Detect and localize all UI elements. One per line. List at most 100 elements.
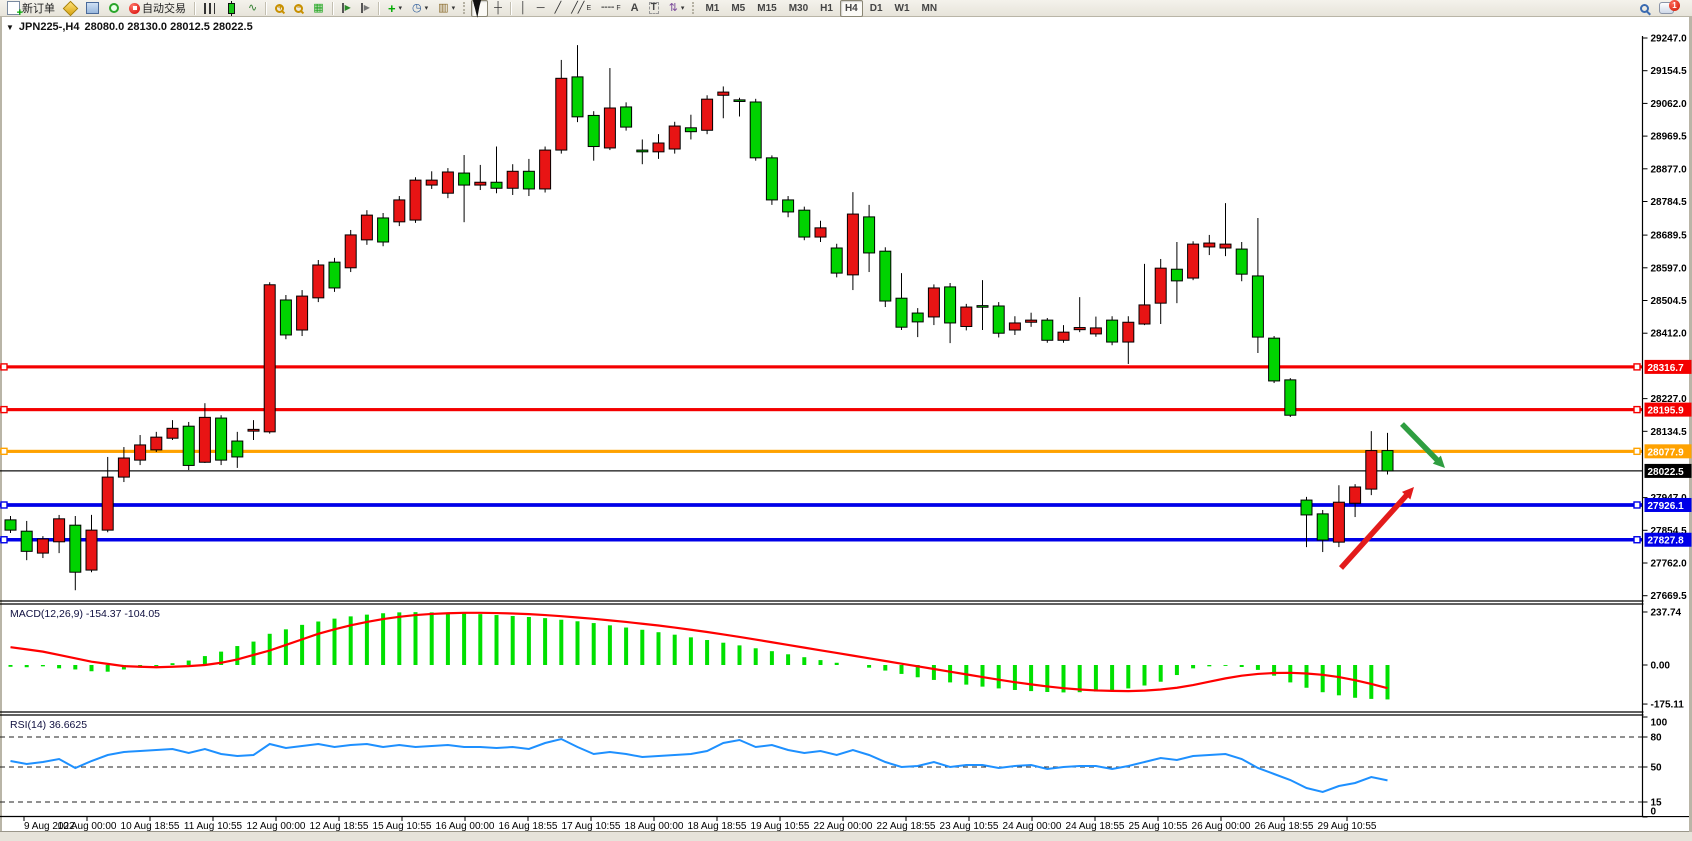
trendline-icon: ╱ — [554, 1, 562, 14]
vline-tool-button[interactable]: │ — [516, 0, 531, 17]
timeframe-m15-button[interactable]: M15 — [757, 2, 777, 14]
price-axis[interactable]: 29247.0 29154.5 29062.0 28969.5 28877.0 28784… — [1641, 34, 1692, 818]
rsi-line — [10, 737, 1388, 794]
line-anchor[interactable] — [1633, 501, 1641, 509]
new-order-button[interactable]: 新订单 — [3, 0, 59, 19]
line-anchor[interactable] — [1633, 405, 1641, 414]
time-tick-label: 12 Aug 00:00 — [247, 821, 306, 832]
zoom-in-icon: + — [275, 2, 285, 13]
time-tick-label: 19 Aug 10:55 — [751, 821, 810, 832]
price-tick-label: 28877.0 — [1651, 164, 1688, 175]
time-tick-label: 23 Aug 10:55 — [940, 821, 999, 832]
notifications-button[interactable]: 1 — [1655, 0, 1686, 17]
arrow-head — [1432, 455, 1445, 468]
price-chip-label: 27926.1 — [1648, 501, 1685, 512]
timeframe-m30-button[interactable]: M30 — [788, 2, 809, 14]
candle-body — [360, 214, 373, 241]
candle-body — [1057, 331, 1070, 341]
price-chip-28022.5 — [1644, 463, 1692, 478]
search-button[interactable] — [1636, 0, 1653, 17]
timeframe-h1-button[interactable]: H1 — [820, 2, 833, 14]
signal-icon — [109, 3, 119, 13]
candle-body — [1349, 486, 1362, 504]
bar-chart-mode-button[interactable] — [200, 0, 219, 17]
candle-body — [717, 91, 730, 96]
candle-body — [1203, 242, 1216, 248]
candle-body — [782, 199, 795, 213]
add-indicator-button[interactable]: + ▾ — [384, 0, 406, 17]
price-tick-label: 28227.0 — [1651, 394, 1688, 405]
timeframe-m1-button[interactable]: M1 — [705, 2, 720, 14]
text-label-tool-button[interactable]: T — [645, 0, 663, 17]
arrows-tool-button[interactable]: ⇅ ▾ — [665, 0, 689, 17]
annotation-arrow-1[interactable] — [1400, 422, 1445, 468]
template-button[interactable]: ▥ ▾ — [434, 0, 459, 17]
annotation-arrow-2[interactable] — [1338, 487, 1414, 570]
chart-dropdown-icon[interactable]: ▼ — [6, 22, 14, 32]
channel-tool-button[interactable]: ╱╱ E — [571, 1, 592, 14]
candle-body — [344, 234, 357, 269]
candle-chart-mode-button[interactable] — [221, 0, 242, 17]
signal-button[interactable] — [105, 0, 123, 17]
chart-shift-button[interactable]: ▶ — [357, 0, 374, 17]
horizontal-line-icon: ─ — [536, 1, 545, 14]
timeframe-mn-button[interactable]: MN — [921, 2, 938, 14]
time-tick-label: 22 Aug 00:00 — [814, 821, 873, 832]
time-tick-label: 25 Aug 10:55 — [1129, 821, 1188, 832]
cursor-tool-button[interactable] — [471, 0, 489, 18]
candle-body — [1365, 450, 1378, 490]
tile-windows-button[interactable]: ▦ — [309, 0, 327, 17]
line-anchor[interactable] — [0, 405, 8, 414]
hline-tool-button[interactable]: ─ — [533, 0, 549, 17]
line-anchor[interactable] — [1633, 447, 1641, 456]
candle-body — [863, 216, 876, 254]
candle-body — [668, 125, 681, 150]
trendline-tool-button[interactable]: ╱ — [551, 0, 566, 17]
auto-trading-button[interactable]: 自动交易 — [125, 0, 190, 17]
timeframe-toolbar: M1 M5 M15 M30 H1 H4 D1 W1 MN — [699, 0, 943, 17]
chevron-down-icon: ▾ — [398, 5, 403, 12]
candle-body — [1187, 243, 1200, 279]
line-anchor[interactable] — [0, 536, 8, 544]
gold-button[interactable] — [61, 0, 80, 17]
timeframe-d1-button[interactable]: D1 — [869, 2, 883, 14]
crosshair-tool-button[interactable]: ┼ — [490, 0, 506, 17]
window-frame-right — [1689, 17, 1692, 841]
candle-body — [1073, 327, 1086, 331]
macd-panel[interactable]: MACD(12,26,9) -154.37 -104.05 — [8, 608, 1390, 700]
candle-body — [69, 524, 82, 573]
timeframe-w1-button[interactable]: W1 — [894, 2, 910, 14]
zoom-out-button[interactable]: − — [290, 0, 307, 17]
auto-scroll-button[interactable]: ▶ — [338, 0, 355, 17]
price-chip-label: 28195.9 — [1648, 406, 1685, 417]
line-anchor[interactable] — [0, 447, 8, 456]
market-watch-button[interactable] — [82, 0, 103, 17]
candle-body — [603, 107, 616, 149]
auto-trading-label: 自动交易 — [142, 3, 186, 15]
timeframe-h4-button[interactable]: H4 — [839, 0, 863, 17]
candle-body — [231, 440, 244, 458]
period-button[interactable]: ◷ ▾ — [408, 0, 432, 17]
line-anchor[interactable] — [1633, 363, 1641, 371]
arrow-head — [1401, 487, 1414, 500]
line-chart-mode-button[interactable]: ∿ — [244, 0, 261, 17]
fibonacci-tool-button[interactable]: ╌╌ F — [601, 1, 621, 14]
macd-label: MACD(12,26,9) -154.37 -104.05 — [10, 608, 160, 620]
zoom-in-button[interactable]: + — [271, 0, 288, 17]
line-anchor[interactable] — [1633, 536, 1641, 544]
toolbar-separator — [265, 1, 268, 15]
candle-body — [1251, 275, 1264, 338]
chart-symbol-line[interactable]: ▼ JPN225-,H4 28080.0 28130.0 28012.5 280… — [6, 21, 253, 33]
line-anchor[interactable] — [0, 363, 8, 371]
text-tool-button[interactable]: A — [627, 0, 643, 17]
candle-body — [814, 227, 827, 238]
candle-body — [587, 114, 600, 148]
time-tick-label: 22 Aug 18:55 — [877, 821, 936, 832]
candle-body — [117, 457, 130, 478]
line-anchor[interactable] — [0, 501, 8, 509]
timeframe-m5-button[interactable]: M5 — [731, 2, 746, 14]
candle-body — [1268, 337, 1281, 382]
rsi-panel[interactable]: RSI(14) 36.6625 — [0, 719, 1642, 803]
